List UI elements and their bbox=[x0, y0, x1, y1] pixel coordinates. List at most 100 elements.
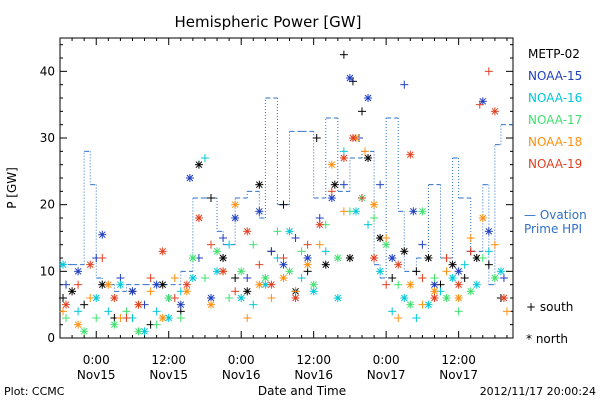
data-point bbox=[122, 314, 131, 322]
data-point bbox=[297, 274, 306, 282]
data-point bbox=[185, 174, 194, 182]
data-point bbox=[297, 247, 306, 256]
data-point bbox=[364, 220, 373, 229]
data-point bbox=[327, 187, 336, 196]
data-point bbox=[490, 274, 499, 282]
symbol-key-north: * north bbox=[526, 332, 568, 346]
y-tick-label: 0 bbox=[47, 331, 55, 345]
data-point bbox=[279, 200, 288, 209]
plot-frame bbox=[59, 37, 514, 339]
data-point bbox=[394, 260, 403, 269]
data-point bbox=[361, 147, 370, 156]
data-point bbox=[59, 260, 68, 269]
data-point bbox=[182, 280, 191, 289]
x-tick-time: 12:00 bbox=[441, 353, 476, 367]
data-point bbox=[490, 107, 499, 116]
data-point bbox=[409, 207, 418, 216]
data-point bbox=[345, 254, 354, 262]
x-tick-time: 12:00 bbox=[296, 353, 331, 367]
chart-title: Hemispheric Power [GW] bbox=[175, 13, 362, 31]
data-point bbox=[62, 314, 71, 322]
x-tick-time: 0:00 bbox=[373, 353, 400, 367]
data-point bbox=[86, 260, 95, 269]
data-point bbox=[388, 307, 397, 316]
data-point bbox=[345, 74, 354, 82]
data-point bbox=[418, 207, 427, 216]
data-point bbox=[466, 247, 475, 256]
data-points bbox=[59, 50, 511, 336]
data-point bbox=[225, 294, 234, 302]
data-point bbox=[472, 254, 481, 262]
data-point bbox=[146, 274, 155, 282]
data-point bbox=[62, 280, 71, 289]
data-point bbox=[98, 230, 107, 239]
data-point bbox=[303, 240, 312, 249]
data-point bbox=[243, 287, 252, 296]
data-point bbox=[285, 227, 294, 236]
data-point bbox=[146, 287, 155, 296]
data-point bbox=[255, 280, 264, 289]
data-point bbox=[388, 254, 397, 262]
data-point bbox=[370, 254, 379, 262]
data-point bbox=[406, 150, 415, 159]
data-point bbox=[110, 294, 119, 302]
data-point bbox=[219, 254, 228, 262]
data-point bbox=[128, 287, 137, 296]
y-tick-label: 10 bbox=[40, 264, 55, 278]
data-point bbox=[291, 234, 300, 242]
data-point bbox=[442, 254, 451, 262]
data-point bbox=[207, 300, 215, 309]
x-tick-date: Nov16 bbox=[222, 368, 261, 382]
data-point bbox=[80, 327, 89, 336]
data-point bbox=[339, 154, 348, 162]
data-point bbox=[98, 280, 107, 289]
data-point bbox=[478, 254, 487, 262]
footer-right: 2012/11/17 20:00:24 bbox=[480, 385, 596, 398]
data-point bbox=[303, 254, 312, 262]
data-point bbox=[255, 180, 264, 189]
data-point bbox=[454, 280, 463, 289]
data-point bbox=[231, 287, 240, 296]
data-point bbox=[466, 287, 475, 296]
data-point bbox=[279, 254, 288, 262]
data-point bbox=[194, 214, 203, 222]
data-point bbox=[80, 300, 89, 309]
symbol-key-south: + south bbox=[526, 300, 573, 314]
x-tick-date: Nov17 bbox=[439, 368, 478, 382]
data-point bbox=[364, 94, 373, 102]
x-tick-date: Nov15 bbox=[77, 368, 116, 382]
data-point bbox=[460, 260, 469, 269]
data-point bbox=[339, 207, 348, 216]
x-tick-time: 0:00 bbox=[83, 353, 110, 367]
data-point bbox=[370, 200, 379, 209]
data-point bbox=[68, 287, 77, 296]
data-point bbox=[104, 307, 113, 316]
data-point bbox=[466, 234, 475, 242]
data-point bbox=[188, 254, 197, 262]
legend-entry: NOAA-19 bbox=[528, 157, 582, 171]
y-axis-label: P [GW] bbox=[5, 167, 19, 209]
data-point bbox=[454, 267, 463, 276]
data-point bbox=[339, 180, 348, 189]
data-point bbox=[394, 280, 403, 289]
footer-left: Plot: CCMC bbox=[4, 385, 65, 398]
data-point bbox=[382, 280, 391, 289]
data-point bbox=[194, 160, 203, 169]
data-point bbox=[207, 194, 215, 202]
data-point bbox=[267, 247, 276, 256]
data-point bbox=[243, 314, 252, 322]
data-point bbox=[499, 274, 508, 282]
data-point bbox=[484, 227, 493, 236]
data-point bbox=[237, 267, 246, 276]
data-point bbox=[382, 240, 391, 249]
legend-entry: NOAA-17 bbox=[528, 113, 582, 127]
data-point bbox=[484, 67, 493, 76]
data-point bbox=[327, 194, 336, 202]
x-tick-time: 12:00 bbox=[151, 353, 186, 367]
legend: METP-02 NOAA-15 NOAA-16 NOAA-17 NOAA-18 NOAA-… bbox=[528, 47, 582, 171]
data-point bbox=[406, 280, 415, 289]
data-point bbox=[74, 307, 83, 316]
data-point bbox=[243, 274, 252, 282]
data-point bbox=[152, 307, 161, 316]
ovation-legend-line-2: Prime HPI bbox=[524, 222, 582, 236]
